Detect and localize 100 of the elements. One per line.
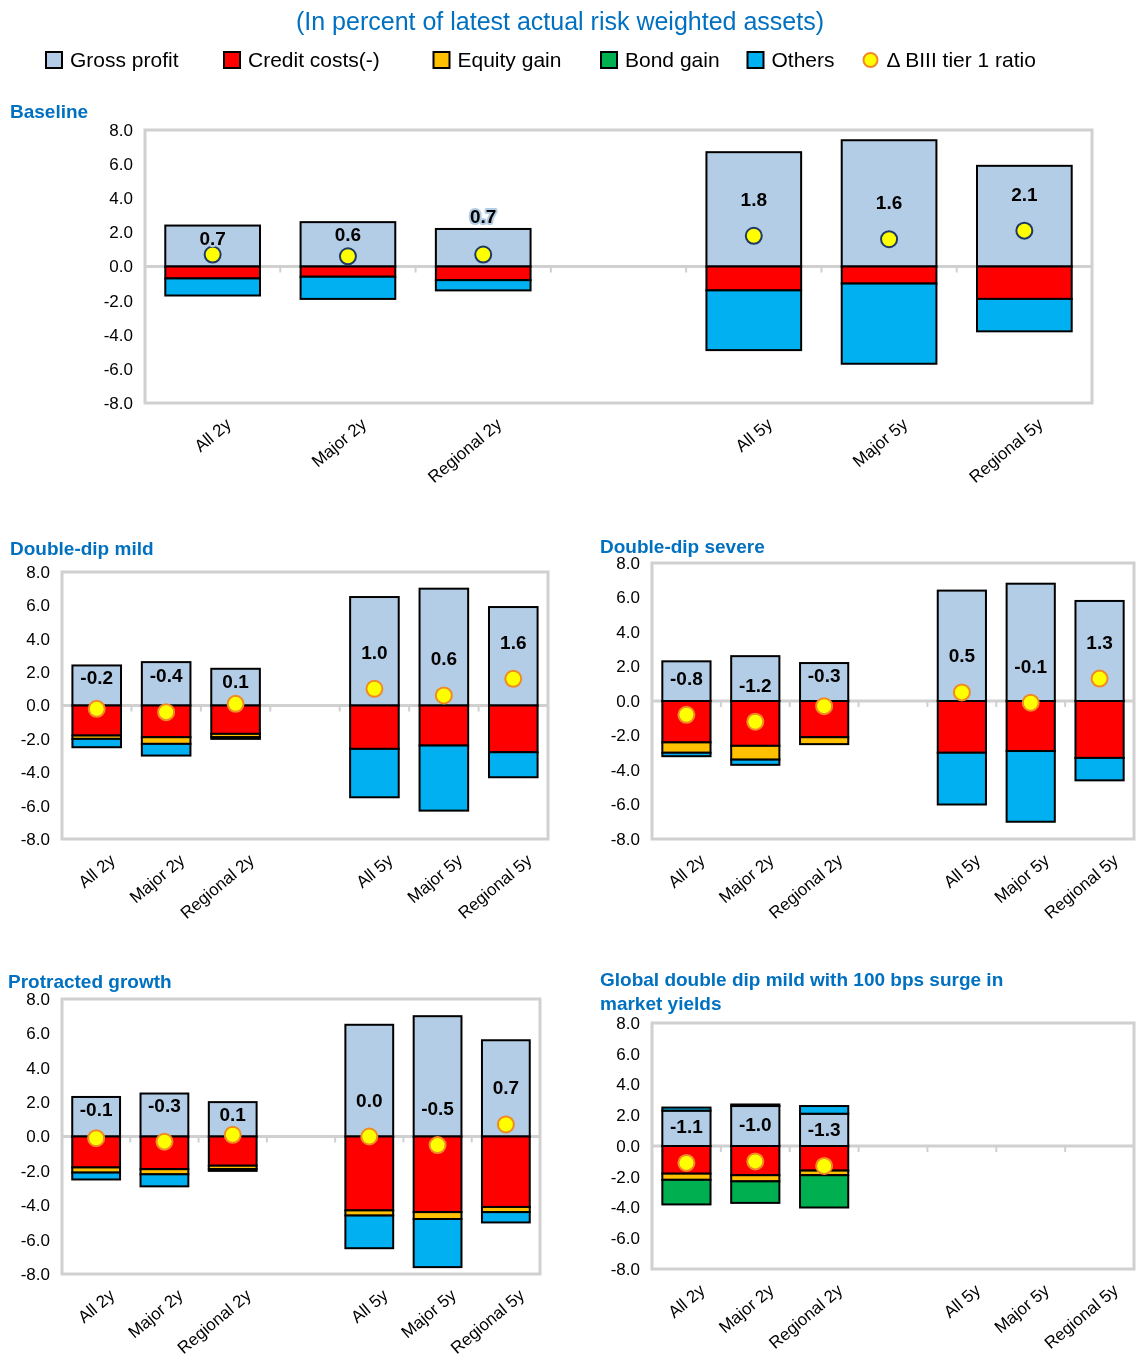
data-label: 0.7 (199, 227, 226, 249)
y-tick-label: 6.0 (26, 596, 50, 616)
y-tick-label: -6.0 (103, 359, 133, 379)
y-tick-label: -6.0 (610, 795, 640, 815)
data-label: 1.3 (1086, 631, 1113, 653)
x-tick-label: All 2y (664, 850, 710, 892)
y-tick-label: 6.0 (616, 588, 640, 608)
x-tick-label: All 2y (190, 414, 236, 456)
data-label: -0.2 (80, 667, 114, 689)
y-tick-label: 4.0 (109, 189, 133, 209)
y-tick-label: 2.0 (26, 1093, 50, 1113)
y-tick-label: 0.0 (26, 1127, 50, 1147)
data-label: 2.1 (1011, 183, 1038, 205)
data-label: 0.7 (492, 1077, 520, 1099)
data-label: -0.3 (148, 1094, 181, 1116)
point (223, 1125, 242, 1144)
y-tick-label: -4.0 (20, 763, 50, 783)
x-tick-label: All 5y (347, 1285, 392, 1327)
data-label: 1.6 (875, 192, 903, 214)
data-label: -0.3 (807, 665, 841, 687)
data-label: -1.2 (738, 674, 772, 696)
point (744, 226, 763, 245)
y-tick-label: -8.0 (20, 1264, 50, 1284)
data-label: 0.5 (948, 645, 976, 667)
point (87, 1129, 106, 1148)
y-tick-label: -6.0 (610, 1229, 640, 1249)
y-tick-label: -8.0 (20, 829, 50, 849)
legend-label: Others (771, 48, 835, 72)
chart-title: Double-dip mild (10, 538, 154, 559)
y-tick-label: -4.0 (610, 1198, 640, 1218)
point (338, 247, 357, 266)
data-label: 1.6 (500, 631, 527, 653)
point (365, 679, 384, 698)
point (155, 1132, 174, 1151)
legend-label: Credit costs(-) (248, 48, 380, 72)
y-tick-label: 0.0 (109, 257, 133, 277)
bar (799, 1174, 850, 1209)
point (815, 697, 834, 716)
y-tick-label: 0.0 (616, 1136, 640, 1156)
data-label: 0.7 (470, 205, 497, 227)
point (226, 694, 245, 713)
y-tick-label: -4.0 (610, 760, 640, 780)
chart-title: Global double dip mild with 100 bps surge in market yields (600, 969, 1004, 1014)
y-tick-label: -2.0 (610, 726, 640, 746)
point (880, 230, 899, 249)
legend-label: Equity gain (457, 48, 562, 72)
y-tick-label: -6.0 (20, 1230, 50, 1250)
y-tick-label: 8.0 (26, 562, 50, 582)
point (1090, 669, 1109, 688)
data-label: -0.8 (670, 667, 703, 689)
x-tick-label: All 5y (731, 414, 777, 456)
y-tick-label: 2.0 (616, 657, 640, 677)
y-tick-label: 4.0 (616, 1075, 640, 1095)
data-label: 0.6 (430, 648, 458, 670)
data-label: 0.6 (334, 224, 362, 246)
y-tick-label: 8.0 (26, 989, 50, 1009)
y-tick-label: 6.0 (26, 1024, 50, 1044)
point (474, 245, 493, 264)
bar (71, 737, 123, 749)
y-tick-label: 2.0 (26, 663, 50, 683)
data-label: 0.0 (356, 1089, 383, 1111)
y-tick-label: -2.0 (610, 1167, 640, 1187)
x-tick-label: All 5y (940, 1280, 985, 1322)
x-tick-label: All 2y (74, 850, 120, 892)
x-tick-label: All 2y (74, 1285, 119, 1327)
y-tick-label: 8.0 (616, 1013, 640, 1033)
y-tick-label: -2.0 (103, 291, 133, 311)
y-tick-label: 2.0 (616, 1106, 640, 1126)
data-label: -1.3 (807, 1118, 841, 1140)
y-tick-label: -8.0 (610, 1259, 640, 1279)
y-tick-label: 8.0 (109, 120, 133, 140)
legend-label: Δ BIII tier 1 ratio (886, 48, 1036, 72)
y-tick-label: -2.0 (20, 1161, 50, 1181)
y-tick-label: 4.0 (616, 622, 640, 642)
data-label: 1.8 (740, 188, 767, 210)
legend-label: Gross profit (70, 48, 179, 72)
y-tick-label: 6.0 (616, 1044, 640, 1064)
y-tick-label: 4.0 (26, 629, 50, 649)
chart-subtitle: (In percent of latest actual risk weighted assets) (295, 7, 825, 35)
y-tick-label: 4.0 (26, 1058, 50, 1078)
point (203, 245, 222, 264)
x-tick-label: All 5y (940, 850, 985, 892)
point (504, 669, 523, 688)
y-tick-label: -4.0 (20, 1196, 50, 1216)
x-tick-label: All 5y (352, 850, 398, 892)
y-tick-label: 6.0 (109, 155, 133, 175)
data-label: -1.1 (670, 1115, 704, 1137)
point (434, 686, 453, 705)
data-label: -0.4 (149, 665, 183, 687)
data-label: -0.5 (421, 1098, 455, 1120)
point (496, 1115, 515, 1134)
y-tick-label: -8.0 (103, 393, 133, 413)
x-tick-label: All 2y (664, 1280, 710, 1322)
data-label: 0.1 (222, 670, 250, 692)
data-label: -0.1 (79, 1098, 113, 1120)
y-tick-label: 0.0 (26, 696, 50, 716)
point (952, 683, 971, 702)
y-tick-label: 0.0 (616, 691, 640, 711)
chart-title: Baseline (10, 101, 89, 122)
y-tick-label: -6.0 (20, 796, 50, 816)
